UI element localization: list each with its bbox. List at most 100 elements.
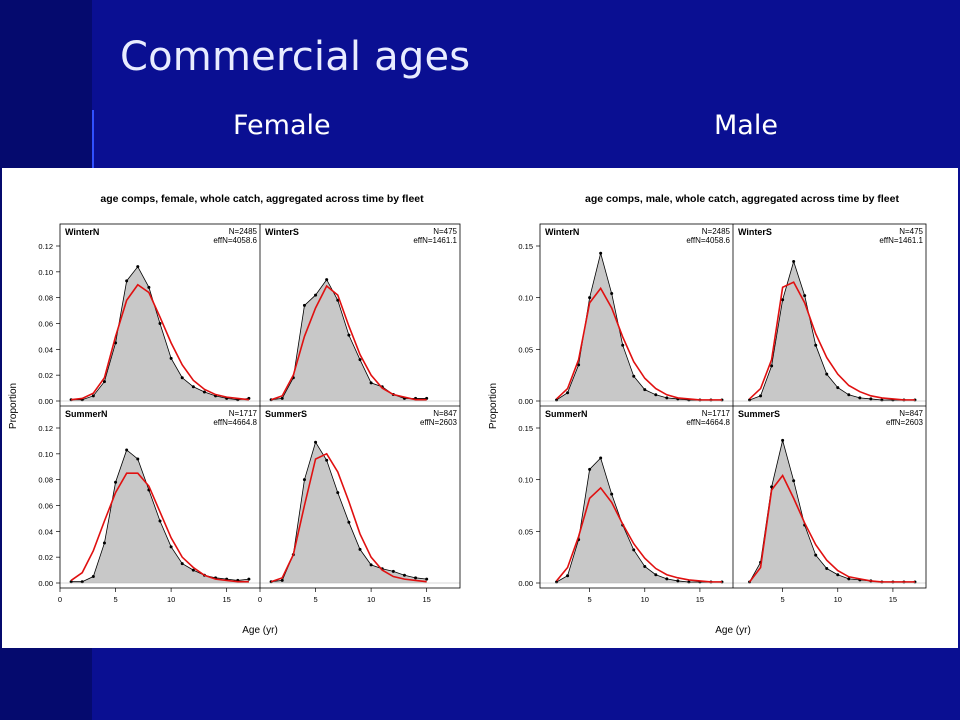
effective-n-label: effN=4664.8 [686,418,730,427]
observed-point [566,391,570,395]
observed-point [414,576,418,580]
x-tick-label: 15 [422,595,430,604]
y-tick-label: 0.02 [38,371,53,380]
observed-point [158,322,162,325]
observed-point [247,577,251,581]
y-tick-label: 0.08 [38,476,53,485]
y-tick-label: 0.00 [518,397,533,406]
observed-point [599,456,603,460]
y-tick-label: 0.05 [518,345,533,354]
observed-point [599,251,603,255]
effective-n-label: effN=1461.1 [879,236,923,245]
y-tick-label: 0.08 [38,294,53,303]
observed-point [358,547,362,551]
observed-area [271,442,427,583]
observed-point [336,491,340,495]
observed-point [588,296,592,300]
observed-point [577,363,581,367]
slide-title: Commercial ages [120,34,471,80]
observed-point [169,545,173,549]
expected-line [555,486,722,583]
fleet-label: SummerN [545,409,588,419]
observed-point [814,343,818,347]
observed-point [643,388,647,392]
observed-area [749,440,915,583]
observed-point [91,394,95,398]
observed-point [632,374,636,378]
expected-line [555,286,722,401]
observed-point [125,279,129,283]
observed-point [566,574,570,578]
observed-point [759,394,763,398]
x-axis-label: Age (yr) [242,625,278,636]
x-tick-label: 5 [781,595,785,604]
observed-point [402,573,406,577]
observed-point [314,293,318,297]
observed-point [347,520,351,524]
y-tick-label: 0.10 [38,268,53,277]
observed-point [588,467,592,471]
observed-point [425,577,429,581]
observed-point [836,386,840,390]
sample-size-label: N=1717 [229,409,258,418]
x-tick-label: 5 [588,595,592,604]
observed-point [825,372,829,376]
plot-panel: age comps, female, whole catch, aggregat… [2,168,958,648]
y-tick-label: 0.10 [518,476,533,485]
female-age-comps-chart: age comps, female, whole catch, aggregat… [8,193,461,636]
y-tick-label: 0.00 [38,579,53,588]
observed-point [280,578,284,582]
x-tick-label: 10 [167,595,175,604]
observed-point [621,343,625,347]
observed-point [147,285,151,289]
observed-point [369,381,373,385]
observed-point [325,278,329,282]
effective-n-label: effN=4058.6 [213,236,257,245]
y-axis-label: Proportion [488,383,499,429]
observed-point [792,260,796,263]
observed-point [369,563,373,567]
x-tick-label: 15 [889,595,897,604]
observed-point [825,567,829,571]
x-tick-label: 10 [641,595,649,604]
observed-point [654,393,658,397]
observed-point [314,440,318,444]
observed-point [836,573,840,577]
observed-point [125,448,129,452]
sample-size-label: N=475 [433,227,457,236]
x-tick-label: 5 [113,595,117,604]
expected-line [748,281,915,401]
effective-n-label: effN=1461.1 [413,236,457,245]
observed-point [781,438,785,442]
observed-point [847,393,851,397]
x-tick-label: 10 [834,595,842,604]
observed-point [632,548,636,552]
observed-point [80,580,84,584]
y-tick-label: 0.06 [38,320,53,329]
observed-point [114,480,118,484]
expected-line [70,472,249,583]
sample-size-label: N=475 [899,227,923,236]
observed-point [665,577,669,581]
sample-size-label: N=1717 [702,409,731,418]
observed-area [556,457,722,583]
observed-point [202,390,206,394]
observed-point [391,569,395,573]
observed-point [770,485,774,489]
observed-point [814,553,818,557]
observed-point [180,562,184,566]
observed-point [803,294,807,298]
y-tick-label: 0.06 [38,502,53,511]
x-tick-label: 0 [258,595,262,604]
expected-line [71,283,249,401]
observed-point [858,396,862,400]
x-tick-label: 15 [696,595,704,604]
chart-title: age comps, male, whole catch, aggregated… [585,193,899,205]
observed-area [556,253,722,401]
